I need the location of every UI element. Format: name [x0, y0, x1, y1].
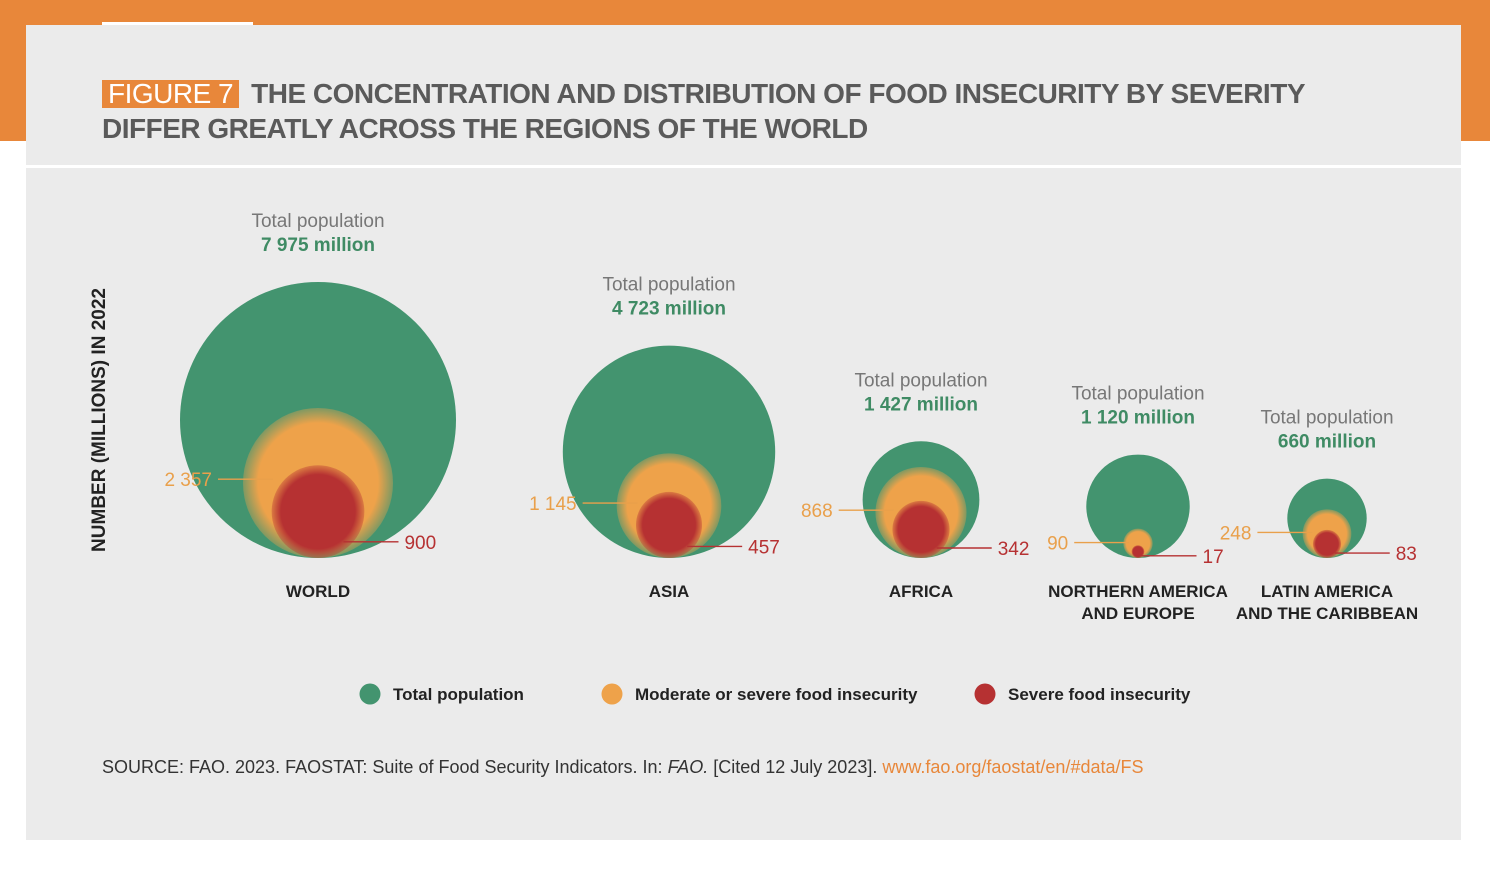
source-italic: FAO. [667, 757, 709, 777]
severe-value: 900 [404, 533, 436, 554]
region-name: AND THE CARIBBEAN [1236, 604, 1418, 623]
total-value: 4 723 million [612, 299, 726, 320]
legend-marker [974, 683, 996, 705]
region-group: Total population 4 723 million 1 145 457 ASI… [529, 275, 780, 601]
figure-badge: FIGURE 7 [102, 80, 240, 108]
y-axis-label: NUMBER (MILLIONS) IN 2022 [89, 288, 110, 552]
severe-bubble [635, 491, 703, 558]
total-label: Total population [1071, 384, 1204, 405]
total-value: 7 975 million [261, 235, 375, 256]
legend-marker [359, 683, 381, 705]
header-divider [26, 165, 1461, 168]
legend-label: Moderate or severe food insecurity [635, 685, 918, 704]
legend-item: Severe food insecurity [974, 683, 1191, 705]
legend-marker [601, 683, 623, 705]
region-name: ASIA [649, 582, 690, 601]
region-group: Total population 1 427 million 868 342 AFRIC… [801, 370, 1029, 601]
legend-label: Total population [393, 685, 524, 704]
total-label: Total population [251, 211, 384, 232]
total-value: 1 120 million [1081, 408, 1195, 429]
legend-item: Total population [359, 683, 524, 705]
moderate-value: 90 [1047, 534, 1068, 555]
header-tick [102, 22, 253, 25]
severe-bubble [1312, 529, 1342, 558]
severe-value: 83 [1396, 544, 1417, 565]
total-label: Total population [602, 275, 735, 296]
moderate-value: 868 [801, 501, 833, 522]
region-name: AFRICA [889, 582, 953, 601]
region-name: LATIN AMERICA [1261, 582, 1393, 601]
moderate-value: 248 [1220, 523, 1252, 544]
total-label: Total population [854, 370, 987, 391]
source-note: SOURCE: FAO. 2023. FAOSTAT: Suite of Foo… [102, 757, 1144, 778]
source-suffix: [Cited 12 July 2023]. [708, 757, 883, 777]
severe-value: 342 [998, 539, 1030, 560]
total-label: Total population [1260, 408, 1393, 429]
severe-bubble [1131, 545, 1145, 558]
severe-bubble [271, 465, 365, 558]
total-value: 660 million [1278, 432, 1376, 453]
severe-value: 457 [748, 537, 780, 558]
total-bubble [1086, 454, 1190, 558]
source-prefix: SOURCE: FAO. 2023. FAOSTAT: Suite of Foo… [102, 757, 668, 777]
moderate-bubble [1123, 528, 1153, 558]
region-name: NORTHERN AMERICA [1048, 582, 1228, 601]
total-bubble [562, 345, 776, 558]
moderate-value: 2 357 [164, 470, 212, 491]
region-name: AND EUROPE [1081, 604, 1194, 623]
source-link[interactable]: www.fao.org/faostat/en/#data/FS [882, 757, 1144, 777]
moderate-value: 1 145 [529, 494, 577, 515]
total-value: 1 427 million [864, 394, 978, 415]
figure-title: FIGURE 7 THE CONCENTRATION AND DISTRIBUTI… [102, 76, 1402, 146]
severe-value: 17 [1203, 547, 1224, 568]
region-name: WORLD [286, 582, 350, 601]
legend-item: Moderate or severe food insecurity [601, 683, 918, 705]
severe-bubble [892, 500, 950, 558]
figure-title-text: THE CONCENTRATION AND DISTRIBUTION OF FO… [102, 78, 1305, 144]
legend-label: Severe food insecurity [1008, 685, 1191, 704]
region-group: Total population 1 120 million 90 17 NORTHER… [1047, 384, 1228, 623]
region-group: Total population 7 975 million 2 357 900 WOR… [164, 211, 456, 601]
